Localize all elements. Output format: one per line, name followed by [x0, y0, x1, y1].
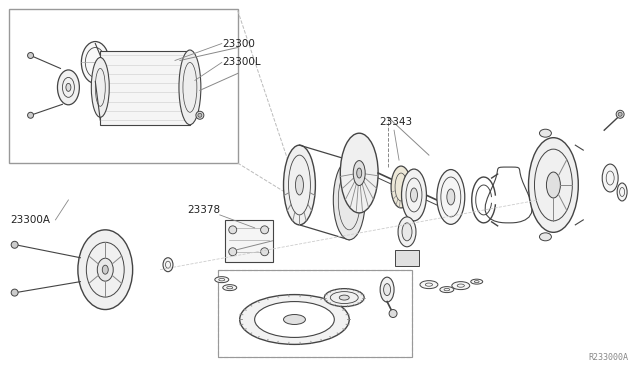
Ellipse shape — [92, 58, 109, 117]
Ellipse shape — [223, 285, 237, 291]
Text: 23300L: 23300L — [222, 57, 260, 67]
Ellipse shape — [78, 230, 132, 310]
Circle shape — [228, 248, 237, 256]
Ellipse shape — [66, 83, 71, 92]
Circle shape — [260, 248, 269, 256]
Ellipse shape — [339, 295, 349, 300]
Ellipse shape — [102, 265, 108, 274]
Text: 23343: 23343 — [379, 117, 412, 127]
Bar — [218, 270, 412, 357]
Ellipse shape — [179, 50, 201, 125]
Ellipse shape — [340, 133, 378, 213]
Ellipse shape — [255, 302, 334, 337]
Ellipse shape — [163, 258, 173, 272]
Ellipse shape — [284, 145, 316, 225]
Ellipse shape — [602, 164, 618, 192]
Ellipse shape — [420, 280, 438, 289]
Ellipse shape — [391, 166, 411, 208]
Ellipse shape — [333, 160, 365, 240]
Bar — [218, 270, 412, 357]
Ellipse shape — [437, 170, 465, 224]
Ellipse shape — [471, 279, 483, 284]
Circle shape — [616, 110, 624, 118]
Circle shape — [198, 113, 202, 117]
Circle shape — [196, 111, 204, 119]
Circle shape — [11, 289, 18, 296]
Ellipse shape — [440, 286, 454, 293]
Ellipse shape — [452, 282, 470, 290]
Ellipse shape — [353, 161, 365, 186]
Bar — [225, 220, 273, 262]
Circle shape — [11, 241, 18, 248]
Ellipse shape — [401, 169, 426, 221]
Ellipse shape — [380, 277, 394, 302]
Ellipse shape — [356, 168, 362, 178]
Circle shape — [228, 226, 237, 234]
Circle shape — [260, 226, 269, 234]
Bar — [100, 51, 190, 125]
Ellipse shape — [398, 217, 416, 247]
Bar — [395, 250, 419, 266]
Ellipse shape — [547, 172, 561, 198]
Circle shape — [389, 310, 397, 318]
Bar — [9, 9, 237, 163]
Ellipse shape — [540, 233, 552, 241]
Ellipse shape — [284, 314, 305, 324]
Ellipse shape — [81, 42, 109, 83]
Ellipse shape — [97, 258, 113, 281]
Ellipse shape — [240, 295, 349, 344]
Ellipse shape — [215, 277, 228, 283]
Ellipse shape — [447, 189, 455, 205]
Text: 23378: 23378 — [187, 205, 220, 215]
Text: R233000A: R233000A — [588, 353, 628, 362]
Text: 23300A: 23300A — [11, 215, 51, 225]
Ellipse shape — [410, 188, 417, 202]
Ellipse shape — [529, 138, 579, 232]
Circle shape — [28, 52, 33, 58]
Ellipse shape — [296, 175, 303, 195]
Ellipse shape — [324, 289, 364, 307]
Ellipse shape — [540, 129, 552, 137]
Ellipse shape — [402, 223, 412, 241]
Ellipse shape — [58, 70, 79, 105]
Ellipse shape — [383, 283, 390, 296]
Text: 23300: 23300 — [222, 39, 255, 48]
Ellipse shape — [617, 183, 627, 201]
Circle shape — [618, 112, 622, 116]
Circle shape — [28, 112, 33, 118]
